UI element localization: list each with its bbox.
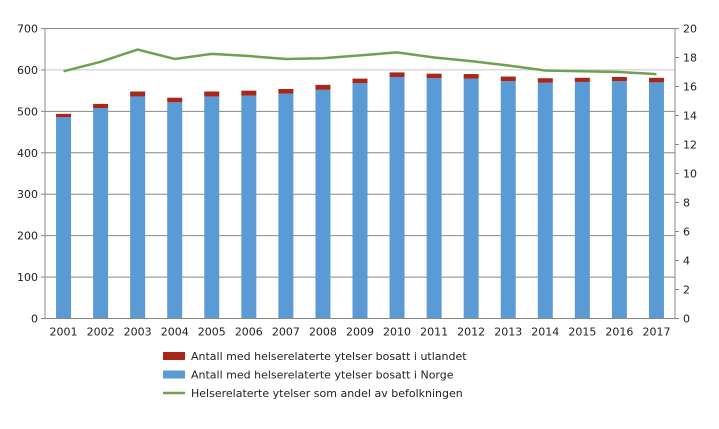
y-right-tick-label: 14	[683, 110, 697, 123]
bar-norge	[353, 83, 368, 318]
bar-utlandet	[501, 77, 516, 82]
y-left-tick-label: 400	[17, 147, 38, 160]
bar-norge	[538, 83, 553, 319]
y-right-tick-label: 20	[683, 23, 697, 36]
x-tick-label: 2005	[198, 326, 226, 339]
legend-swatch	[163, 352, 185, 360]
bar-norge	[130, 96, 145, 318]
y-left-tick-label: 200	[17, 230, 38, 243]
y-right-tick-label: 8	[683, 197, 690, 210]
x-tick-label: 2013	[494, 326, 522, 339]
y-left-tick-label: 700	[17, 23, 38, 36]
line-andel	[64, 50, 657, 75]
bar-norge	[501, 81, 516, 318]
x-tick-label: 2006	[235, 326, 263, 339]
x-tick-label: 2011	[420, 326, 448, 339]
y-left-tick-label: 100	[17, 271, 38, 284]
bar-norge	[167, 102, 182, 318]
x-tick-label: 2008	[309, 326, 337, 339]
bar-norge	[241, 96, 256, 319]
bar-norge	[315, 90, 330, 319]
x-tick-label: 2016	[605, 326, 633, 339]
y-left-tick-label: 600	[17, 64, 38, 77]
x-tick-label: 2012	[457, 326, 485, 339]
bar-utlandet	[167, 98, 182, 103]
legend-label: Helserelaterte ytelser som andel av befo…	[191, 387, 463, 400]
y-right-tick-label: 4	[683, 255, 690, 268]
bar-utlandet	[427, 74, 442, 79]
bar-norge	[93, 108, 108, 318]
y-right-tick-label: 12	[683, 139, 697, 152]
bar-norge	[575, 82, 590, 319]
bar-utlandet	[612, 77, 627, 81]
bar-norge	[427, 78, 442, 318]
x-tick-label: 2014	[531, 326, 559, 339]
bar-norge	[278, 94, 293, 319]
bar-utlandet	[130, 91, 145, 96]
bar-utlandet	[278, 89, 293, 94]
y-right-tick-label: 2	[683, 284, 690, 297]
bar-norge	[464, 79, 479, 319]
legend-swatch	[163, 371, 185, 379]
x-tick-label: 2002	[87, 326, 115, 339]
x-tick-label: 2001	[50, 326, 78, 339]
bar-utlandet	[241, 91, 256, 96]
x-tick-label: 2004	[161, 326, 189, 339]
legend-label: Antall med helserelaterte ytelser bosatt…	[191, 350, 467, 363]
y-right-tick-label: 6	[683, 226, 690, 239]
y-right-tick-label: 10	[683, 168, 697, 181]
bar-norge	[204, 96, 219, 318]
bar-utlandet	[464, 74, 479, 79]
y-right-tick-label: 16	[683, 81, 697, 94]
y-left-tick-label: 500	[17, 105, 38, 118]
bar-norge	[649, 82, 664, 318]
bar-utlandet	[315, 85, 330, 90]
x-tick-label: 2003	[124, 326, 152, 339]
x-tick-label: 2009	[346, 326, 374, 339]
legend-label: Antall med helserelaterte ytelser bosatt…	[191, 369, 454, 382]
bar-utlandet	[575, 78, 590, 82]
y-right-tick-label: 18	[683, 52, 697, 65]
bar-utlandet	[56, 114, 71, 117]
y-right-tick-label: 0	[683, 313, 690, 326]
bar-utlandet	[390, 72, 405, 77]
y-left-tick-label: 300	[17, 188, 38, 201]
bar-norge	[56, 117, 71, 318]
bar-utlandet	[353, 79, 368, 84]
bar-utlandet	[538, 78, 553, 83]
bar-norge	[612, 81, 627, 318]
bar-utlandet	[204, 91, 219, 96]
bar-norge	[390, 77, 405, 319]
x-tick-label: 2010	[383, 326, 411, 339]
x-tick-label: 2007	[272, 326, 300, 339]
y-left-tick-label: 0	[31, 313, 38, 326]
x-tick-label: 2015	[568, 326, 596, 339]
bar-utlandet	[649, 78, 664, 83]
x-tick-label: 2017	[642, 326, 670, 339]
bar-utlandet	[93, 104, 108, 108]
